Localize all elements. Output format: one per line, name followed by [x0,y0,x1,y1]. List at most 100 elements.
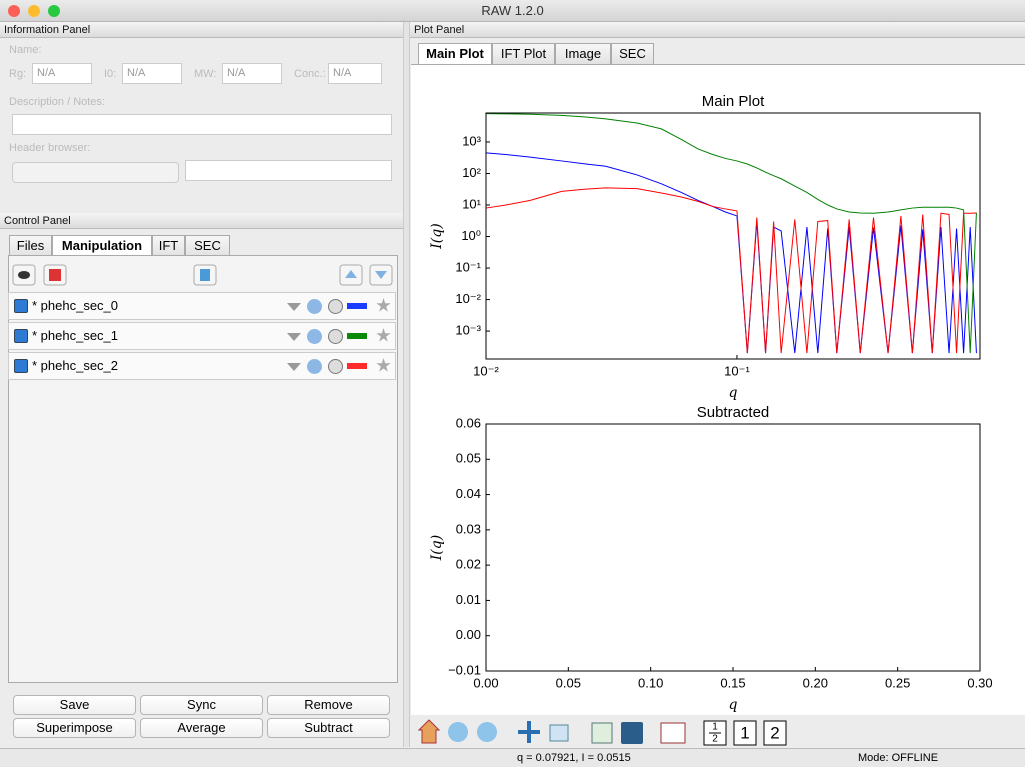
star-button[interactable] [376,298,391,312]
target-button[interactable] [328,299,343,314]
y-tick-label: 10⁻¹ [455,259,481,274]
color-swatch[interactable] [347,333,367,339]
tab[interactable]: IFT Plot [492,43,555,64]
checkbox[interactable] [14,299,28,313]
plot-frame [485,112,981,360]
plot1-button[interactable] [733,720,757,746]
item-name: * phehc_sec_2 [32,358,119,373]
field-label: Header browser: [9,142,91,154]
status-bar: q = 0.07921, I = 0.0515 Mode: OFFLINE [0,748,1025,767]
y-tick-label: 0.02 [456,557,481,572]
tab[interactable]: IFT [152,235,185,256]
up-icon [345,270,357,278]
x-tick-label: 10⁻² [473,363,499,378]
star-button[interactable] [376,358,391,372]
field-label: Rg: [9,68,27,80]
plot-frame [485,423,981,672]
list-toolbar [12,264,393,286]
button[interactable]: Sync [140,695,263,715]
tab[interactable]: Main Plot [418,43,492,64]
dropdown-arrow[interactable] [287,333,301,341]
button[interactable]: Superimpose [13,718,136,738]
dropdown-arrow[interactable] [287,303,301,311]
header-value-field[interactable] [185,160,392,181]
zoom-button[interactable] [549,724,569,742]
plot2-button[interactable] [763,720,787,746]
plot-panel-header: Plot Panel [410,22,1025,38]
plot-canvas: Main Plot 10⁻³ 10⁻² 10⁻¹ 10⁰ 10¹ 10² 10³ 10⁻² 10⁻… [411,64,1025,715]
field-label: Name: [9,44,42,56]
y-tick-label: 10² [462,165,481,180]
status-coords: q = 0.07921, I = 0.0515 [517,752,631,764]
y-tick-label: 0.01 [456,592,481,607]
target-button[interactable] [328,359,343,374]
panel-title: Plot Panel [414,24,465,36]
icon-text: 2 [712,734,718,745]
info-button[interactable] [307,359,322,374]
info-button[interactable] [307,329,322,344]
chart-title: Subtracted [697,404,770,421]
errorbar-button[interactable] [660,722,686,744]
x-tick-label: 0.05 [556,675,581,690]
text-field[interactable]: N/A [32,63,92,84]
x-tick-label: 0.30 [967,675,992,690]
control-panel-header: Control Panel [0,213,403,229]
tab[interactable]: SEC [611,43,654,64]
control-panel: Files Manipulation IFT SEC * phehc_sec_0… [0,229,403,747]
button[interactable]: Subtract [267,718,390,738]
zoom-button[interactable] [48,5,60,17]
splitter[interactable] [403,22,410,747]
button[interactable]: Save [13,695,136,715]
header-select[interactable] [12,162,179,183]
home-button[interactable] [417,719,441,744]
checkbox[interactable] [14,359,28,373]
list-item[interactable]: * phehc_sec_2 [8,352,396,380]
icon-text: 1 [740,723,749,742]
back-button[interactable] [448,722,468,742]
dropdown-arrow[interactable] [287,363,301,371]
trash-icon [200,269,210,281]
text-field[interactable]: N/A [122,63,182,84]
star-button[interactable] [376,328,391,342]
data-line [485,152,977,354]
configure-button[interactable] [591,722,613,744]
tab[interactable]: SEC [185,235,230,256]
info-button[interactable] [307,299,322,314]
button[interactable]: Average [140,718,263,738]
tab[interactable]: Files [9,235,52,256]
y-tick-label: 0.04 [456,486,481,501]
y-tick-label: 10⁻³ [455,323,481,338]
tab[interactable]: Image [555,43,611,64]
panel-title: Control Panel [4,215,71,227]
y-axis-label: I(q) [429,535,445,561]
x-tick-label: 0.15 [720,675,745,690]
data-line [485,187,977,354]
button[interactable]: Remove [267,695,390,715]
tab[interactable]: Manipulation [52,235,152,256]
color-swatch[interactable] [347,303,367,309]
checkbox[interactable] [14,329,28,343]
y-tick-label: −0.01 [448,662,481,677]
text-field[interactable]: N/A [328,63,382,84]
field-label: MW: [194,68,217,80]
list-item[interactable]: * phehc_sec_1 [8,322,396,350]
minimize-button[interactable] [28,5,40,17]
x-tick-label: 0.00 [473,675,498,690]
x-axis-label: q [729,385,738,401]
chart-title: Main Plot [702,93,765,110]
y-tick-label: 10³ [462,133,481,148]
y-tick-label: 10⁰ [461,228,481,243]
description-field[interactable] [12,114,392,135]
forward-button[interactable] [477,722,497,742]
x-tick-label: 0.25 [885,675,910,690]
save-button[interactable] [621,722,643,744]
icon-text: 2 [770,723,779,742]
target-button[interactable] [328,329,343,344]
close-button[interactable] [8,5,20,17]
field-label: I0: [104,68,117,80]
color-swatch[interactable] [347,363,367,369]
item-name: * phehc_sec_0 [32,298,119,313]
text-field[interactable]: N/A [222,63,282,84]
list-item[interactable]: * phehc_sec_0 [8,292,396,320]
pan-button[interactable] [518,721,540,743]
